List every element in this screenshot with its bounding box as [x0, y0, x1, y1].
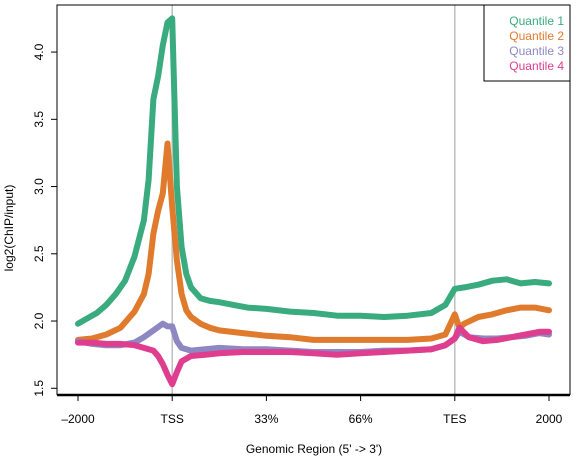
series-line-4 [75, 324, 552, 388]
legend-entry-3: Quantile 3 [509, 44, 564, 58]
marker-lines [171, 5, 456, 395]
y-tick-label-4: 3.5 [32, 111, 46, 128]
y-tick-label-0: 1.5 [32, 380, 46, 397]
x-tick-label-0: –2000 [61, 412, 95, 426]
legend-entry-2: Quantile 2 [509, 29, 564, 43]
series-line-1 [75, 15, 552, 327]
legend-entry-1: Quantile 1 [509, 14, 564, 28]
axes: –2000 TSS 33% 66% TES 2000 1.5 2.0 2.5 3.0 3.5 4.0 [32, 4, 571, 426]
x-axis-label: Genomic Region (5' -> 3') [246, 442, 382, 456]
y-tick-label-2: 2.5 [32, 245, 46, 262]
series-line-2 [75, 140, 552, 343]
x-tick-label-1: TSS [161, 412, 184, 426]
x-tick-label-5: 2000 [536, 412, 563, 426]
legend-entry-4: Quantile 4 [509, 59, 564, 73]
y-tick-label-1: 2.0 [32, 312, 46, 329]
legend-box [483, 4, 571, 82]
x-tick-label-2: 33% [254, 412, 278, 426]
y-tick-label-5: 4.0 [32, 43, 46, 60]
x-tick-label-3: 66% [349, 412, 373, 426]
y-axis-label: log2(ChIP/input) [2, 185, 16, 272]
series-lines [75, 15, 552, 388]
x-tick-label-4: TES [443, 412, 466, 426]
y-tick-label-3: 3.0 [32, 178, 46, 195]
plot-frame [56, 4, 571, 395]
